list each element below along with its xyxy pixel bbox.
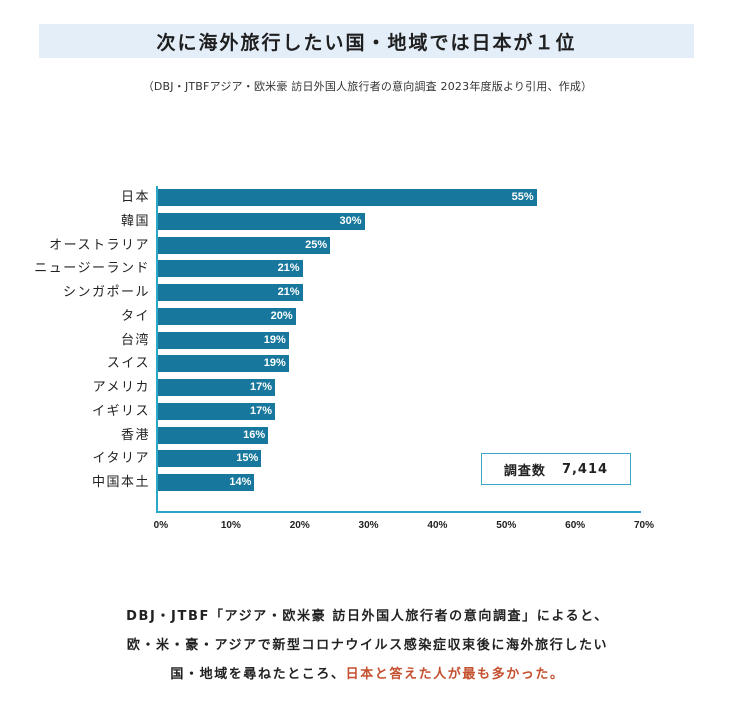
category-label: スイス <box>106 356 150 372</box>
bar-value-label: 25% <box>305 238 328 251</box>
description-line-2: 欧・米・豪・アジアで新型コロナウイルス感染症収束後に海外旅行したい <box>126 638 609 653</box>
category-label: 韓国 <box>120 213 150 229</box>
page-title: 次に海外旅行したい国・地域では日本が１位 <box>156 31 577 54</box>
bar-value-label: 16% <box>243 428 266 441</box>
bar-value-label: 19% <box>263 333 286 346</box>
bar: 19% <box>158 331 289 349</box>
description-highlight: 日本と答えた人が最も多かった。 <box>345 667 565 682</box>
x-tick-label: 20% <box>289 520 310 531</box>
bar: 20% <box>158 307 296 325</box>
bar: 25% <box>158 236 331 254</box>
description-line-1: DBJ・JTBF「アジア・欧米豪 訪日外国人旅行者の意向調査」によると、 <box>126 609 609 624</box>
bar: 17% <box>158 402 276 420</box>
category-label: アメリカ <box>92 380 150 395</box>
x-tick-label: 60% <box>565 520 586 531</box>
category-label: ニュージーランド <box>34 261 150 277</box>
bar: 14% <box>158 474 255 491</box>
sample-size-label: 調査数 <box>503 463 546 479</box>
category-label: 台湾 <box>120 332 150 348</box>
x-tick-label: 50% <box>496 520 517 531</box>
source-citation: （DBJ・JTBFアジア・欧米豪 訪日外国人旅行者の意向調査 2023年度版より… <box>142 80 593 93</box>
bar: 15% <box>158 450 262 468</box>
x-tick-label: 70% <box>633 520 655 531</box>
sample-size-box: 調査数 7,414 <box>481 453 631 485</box>
category-label: イギリス <box>91 403 150 419</box>
category-label: イタリア <box>92 451 150 467</box>
category-label: 香港 <box>120 427 150 443</box>
bar: 17% <box>158 379 276 396</box>
bar-value-label: 17% <box>250 404 273 417</box>
x-tick-label: 0% <box>153 520 169 531</box>
bar-value-label: 21% <box>277 262 300 275</box>
description: DBJ・JTBF「アジア・欧米豪 訪日外国人旅行者の意向調査」によると、 欧・米… <box>0 602 735 689</box>
bar-value-label: 15% <box>236 452 259 465</box>
bar-value-label: 21% <box>277 286 300 298</box>
bar-value-label: 20% <box>270 309 293 322</box>
bar: 21% <box>158 260 303 278</box>
bar: 30% <box>158 212 365 230</box>
description-line-3: 国・地域を尋ねたところ、日本と答えた人が最も多かった。 <box>0 660 735 689</box>
bar: 55% <box>158 189 537 206</box>
bar-value-label: 19% <box>263 357 286 370</box>
title-banner: 次に海外旅行したい国・地域では日本が１位 <box>39 24 694 58</box>
x-tick-label: 30% <box>358 520 379 531</box>
bar: 16% <box>158 426 269 444</box>
category-label: 日本 <box>120 190 150 205</box>
sample-size-value: 7,414 <box>561 461 609 477</box>
bar-value-label: 30% <box>339 214 362 227</box>
category-label: オーストラリア <box>49 237 150 253</box>
category-label: 中国本土 <box>91 475 150 490</box>
category-label: タイ <box>120 308 150 324</box>
bar: 19% <box>158 355 289 373</box>
x-axis-line <box>156 511 641 513</box>
bar: 21% <box>158 284 303 301</box>
x-tick-label: 40% <box>427 520 448 531</box>
y-axis-line <box>156 186 158 513</box>
bar-value-label: 55% <box>511 191 534 203</box>
bar-value-label: 17% <box>250 381 273 393</box>
category-label: シンガポール <box>62 285 150 300</box>
description-line-3-plain: 国・地域を尋ねたところ、 <box>170 667 346 682</box>
x-tick-label: 10% <box>220 520 241 531</box>
bar-value-label: 14% <box>229 476 252 488</box>
bar-chart: 調査数 7,414 日本 55% 韓国 30% オーストラリア 25% ニュージーランド 21… <box>34 186 655 531</box>
